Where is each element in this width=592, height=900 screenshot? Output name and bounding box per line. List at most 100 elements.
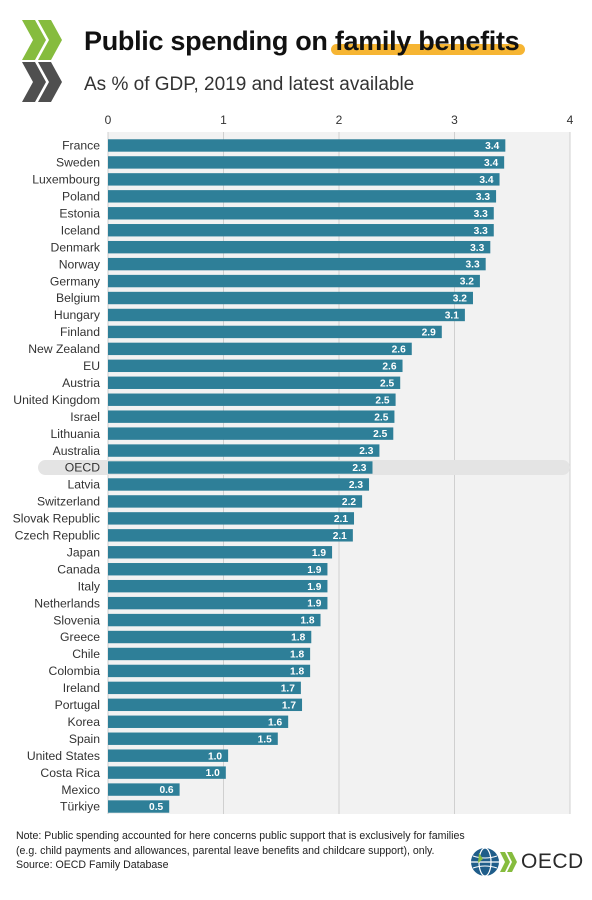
data-label: 0.5 [149, 802, 163, 813]
category-label: Colombia [49, 664, 101, 678]
data-label: 2.5 [373, 429, 387, 440]
bar [108, 156, 505, 169]
bar [108, 257, 486, 271]
x-tick-label: 1 [220, 113, 227, 127]
bar [108, 630, 312, 644]
footnote: Note: Public spending accounted for here… [16, 829, 466, 873]
page-title: Public spending on family benefits [84, 26, 520, 57]
data-label: 2.9 [422, 328, 436, 339]
x-tick-label: 3 [451, 113, 458, 127]
category-label: Portugal [55, 698, 100, 712]
category-label: Netherlands [34, 596, 100, 610]
bar [108, 681, 301, 695]
data-label: 2.5 [374, 412, 388, 423]
category-label: Korea [67, 715, 100, 729]
data-label: 2.1 [333, 531, 347, 542]
bar [108, 427, 394, 440]
category-label: EU [83, 359, 100, 373]
oecd-chevrons-logo [22, 20, 62, 102]
chevron-upper-right [38, 20, 62, 60]
category-label: Israel [70, 410, 100, 424]
category-label: Spain [69, 732, 100, 746]
data-label: 1.8 [290, 667, 304, 678]
data-label: 1.5 [258, 734, 272, 745]
bar [108, 308, 465, 322]
logo-wordmark: OECD [521, 850, 584, 873]
category-label: Estonia [59, 206, 100, 220]
bar [108, 376, 401, 389]
category-label: Germany [50, 274, 101, 288]
bar [108, 139, 506, 152]
category-label: Mexico [61, 783, 100, 797]
data-label: 0.6 [159, 785, 173, 796]
data-label: 3.4 [484, 158, 498, 169]
footnote-source: Source: OECD Family Database [16, 859, 169, 871]
category-label: Costa Rica [40, 766, 100, 780]
bar [108, 207, 494, 220]
data-label: 3.3 [466, 260, 480, 271]
data-label: 1.8 [291, 633, 305, 644]
bar [108, 698, 303, 712]
bar [108, 224, 494, 237]
bar [108, 342, 412, 356]
subtitle: As % of GDP, 2019 and latest available [84, 74, 415, 95]
category-label: Latvia [67, 478, 100, 492]
chevron-small-icon [500, 852, 517, 872]
data-label: 2.3 [359, 446, 373, 457]
data-label: 2.5 [380, 378, 394, 389]
category-label: France [62, 139, 100, 153]
bar [108, 291, 473, 305]
bar [108, 732, 278, 745]
category-label: Finland [60, 325, 100, 339]
bar [108, 766, 226, 779]
category-label: Chile [72, 647, 100, 661]
data-label: 3.3 [476, 192, 490, 203]
data-label: 3.4 [485, 141, 499, 152]
data-label: 2.2 [342, 497, 356, 508]
bar-chart: 0 1 2 3 4 France 3.4 Sweden 3.4 Luxembourg 3.4 Pola… [13, 113, 574, 814]
oecd-logo: OECD [470, 847, 584, 877]
chevron-upper-left [22, 20, 46, 60]
category-label: Italy [78, 579, 101, 593]
category-label: Australia [53, 444, 101, 458]
title-highlighted-text: family benefits [334, 26, 520, 56]
bar [108, 596, 328, 610]
bar [108, 495, 363, 508]
x-tick-label: 2 [336, 113, 343, 127]
bar [108, 647, 311, 661]
category-label: Ireland [63, 681, 100, 695]
data-label: 1.0 [208, 751, 222, 762]
chevron-lower-left [22, 62, 46, 102]
category-label: Iceland [61, 223, 100, 237]
category-label: Norway [59, 257, 101, 271]
category-label: Austria [62, 376, 100, 390]
globe-icon [471, 847, 499, 877]
data-label: 2.5 [375, 395, 389, 406]
data-label: 3.3 [474, 226, 488, 237]
data-label: 1.9 [307, 582, 321, 593]
data-label: 3.3 [470, 243, 484, 254]
category-label: Czech Republic [15, 529, 100, 543]
bar [108, 173, 500, 186]
category-label: Poland [62, 190, 100, 204]
bar [108, 325, 442, 339]
bar [108, 190, 497, 203]
bar [108, 613, 321, 627]
category-label: Sweden [56, 156, 100, 170]
category-label: New Zealand [28, 342, 100, 356]
bar [108, 512, 355, 525]
bar [108, 800, 170, 813]
data-label: 1.9 [307, 599, 321, 610]
category-label: Türkiye [60, 800, 100, 814]
footnote-note-line-2: (e.g. child payments and allowances, par… [16, 844, 435, 857]
bar [108, 546, 333, 559]
data-label: 3.2 [460, 277, 474, 288]
bar [108, 240, 491, 254]
bar [108, 579, 328, 593]
category-label: Slovak Republic [13, 512, 100, 526]
data-label: 1.6 [268, 717, 282, 728]
data-label: 2.6 [392, 344, 406, 355]
category-label: OECD [65, 461, 100, 475]
x-tick-label: 4 [567, 113, 574, 127]
category-label: Canada [57, 562, 100, 576]
